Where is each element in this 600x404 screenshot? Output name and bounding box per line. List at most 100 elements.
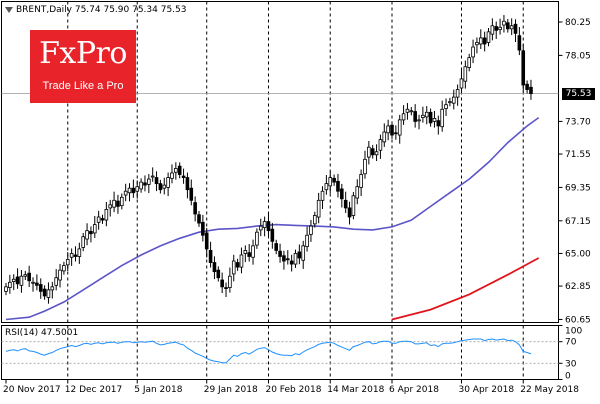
rsi-line bbox=[5, 338, 532, 364]
candle bbox=[436, 115, 441, 135]
candle-body bbox=[258, 225, 263, 231]
candle bbox=[116, 194, 120, 214]
candle-body bbox=[289, 260, 294, 265]
candle-body bbox=[502, 20, 506, 26]
candle-body bbox=[428, 111, 433, 124]
candle-body bbox=[351, 195, 356, 216]
candle bbox=[62, 261, 66, 275]
candle-body bbox=[65, 259, 70, 266]
candle-body bbox=[112, 199, 116, 208]
candle bbox=[486, 28, 491, 47]
candle bbox=[139, 178, 143, 193]
candle-body bbox=[11, 278, 16, 282]
candle-body bbox=[494, 26, 499, 31]
candle bbox=[224, 282, 228, 298]
candle-body bbox=[8, 281, 12, 288]
candle-body bbox=[278, 250, 282, 257]
candle bbox=[509, 18, 514, 36]
candle bbox=[185, 172, 190, 199]
candle bbox=[490, 18, 495, 41]
candle-body bbox=[451, 96, 456, 104]
x-tick-label: 5 Jan 2018 bbox=[134, 385, 182, 395]
rsi-tick-label: 70 bbox=[565, 338, 577, 348]
candle-body bbox=[529, 86, 533, 95]
candle-body bbox=[513, 23, 518, 34]
candle bbox=[463, 60, 468, 89]
candle-body bbox=[19, 275, 24, 286]
candle-body bbox=[228, 275, 232, 288]
candle-body bbox=[108, 204, 113, 209]
candle-body bbox=[247, 252, 251, 257]
candle-body bbox=[274, 243, 278, 251]
candle bbox=[4, 283, 8, 296]
candle bbox=[15, 268, 20, 289]
candle-body bbox=[475, 42, 479, 46]
candle-body bbox=[201, 221, 205, 236]
candle-body bbox=[212, 262, 217, 273]
candle-body bbox=[332, 177, 336, 183]
candle bbox=[150, 167, 155, 182]
candle bbox=[81, 232, 86, 252]
candle bbox=[297, 244, 302, 265]
candle bbox=[521, 44, 526, 93]
candle-body bbox=[390, 124, 394, 136]
candle bbox=[239, 247, 244, 274]
candle bbox=[174, 162, 178, 180]
candle-body bbox=[197, 214, 201, 224]
x-tick-label: 20 Feb 2018 bbox=[265, 385, 321, 395]
candle bbox=[386, 119, 390, 141]
candle-body bbox=[92, 224, 97, 234]
candle-body bbox=[251, 245, 255, 258]
candle-body bbox=[158, 183, 163, 191]
candle-body bbox=[517, 35, 522, 51]
candle-body bbox=[448, 101, 452, 104]
candle-body bbox=[363, 158, 367, 175]
candle-body bbox=[58, 269, 62, 281]
candle-body bbox=[424, 111, 429, 118]
candle bbox=[197, 210, 201, 227]
candle-body bbox=[436, 120, 441, 127]
candle bbox=[498, 18, 502, 35]
candle bbox=[471, 39, 475, 64]
rsi-tick-label: 100 bbox=[565, 327, 582, 337]
candles bbox=[4, 15, 533, 304]
candle bbox=[448, 97, 452, 107]
time-axis: 20 Nov 2017 12 Dec 2017 5 Jan 2018 29 Jan 2… bbox=[3, 379, 579, 395]
candle bbox=[494, 21, 499, 39]
candle bbox=[355, 179, 360, 205]
candle bbox=[312, 211, 317, 228]
candle bbox=[35, 274, 39, 291]
x-tick-label: 29 Jan 2018 bbox=[204, 385, 258, 395]
candle bbox=[255, 228, 259, 249]
candle-body bbox=[150, 175, 155, 178]
y-tick-label: 78.05 bbox=[565, 51, 591, 61]
candle bbox=[529, 79, 533, 100]
candle-body bbox=[498, 26, 502, 30]
candle bbox=[193, 196, 197, 222]
candle-body bbox=[231, 260, 236, 275]
candle-body bbox=[42, 288, 47, 297]
candle-body bbox=[301, 245, 306, 261]
candle bbox=[421, 106, 425, 123]
logo-tagline: Trade Like a Pro bbox=[42, 80, 124, 92]
ma-slow-line bbox=[5, 116, 540, 321]
candle bbox=[293, 249, 298, 268]
candle-body bbox=[374, 151, 379, 156]
candle bbox=[69, 248, 74, 266]
candle bbox=[282, 250, 286, 270]
candle bbox=[135, 180, 140, 199]
candle-body bbox=[220, 279, 224, 288]
candle-body bbox=[143, 182, 147, 186]
candle-body bbox=[73, 254, 78, 257]
candle-body bbox=[4, 286, 8, 292]
candle bbox=[189, 179, 194, 206]
y-tick-label: 67.15 bbox=[565, 217, 591, 227]
candle-body bbox=[262, 221, 267, 229]
candle-body bbox=[521, 50, 526, 86]
candle bbox=[432, 110, 437, 128]
candle bbox=[324, 174, 329, 195]
candle bbox=[309, 219, 313, 242]
y-tick-label: 62.85 bbox=[565, 282, 591, 292]
candle-body bbox=[440, 108, 444, 128]
rsi-tick-label: 0 bbox=[565, 372, 571, 382]
